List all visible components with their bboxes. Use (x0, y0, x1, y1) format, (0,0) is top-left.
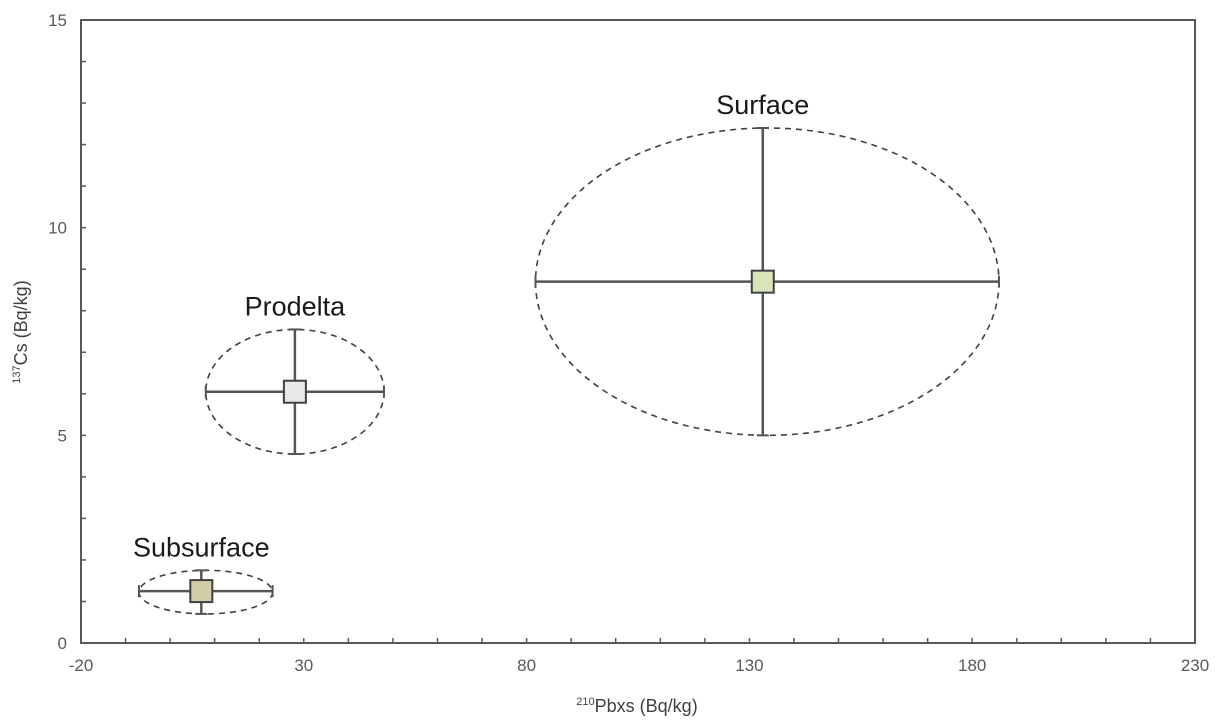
x-axis-label-superscript: 210 (576, 696, 594, 708)
y-tick-label: 10 (48, 219, 67, 238)
data-point-label: Subsurface (133, 532, 270, 562)
data-point-marker (189, 579, 214, 604)
x-tick-label: 180 (958, 656, 986, 675)
x-tick-label: -20 (69, 656, 94, 675)
x-axis-label: 210Pbxs (Bq/kg) (576, 696, 697, 716)
x-tick-label: 230 (1181, 656, 1209, 675)
y-axis-label: 137Cs (Bq/kg) (11, 280, 31, 383)
y-tick-label: 0 (58, 634, 67, 653)
plot-area: -20 30 80 130 180 230 0 5 10 15 Surface Prodelta Sub… (48, 11, 1209, 675)
y-tick-label: 15 (48, 11, 67, 30)
y-tick-label: 5 (58, 426, 67, 445)
data-point-label: Prodelta (245, 291, 347, 321)
plot-frame (80, 19, 1196, 644)
x-axis-label-text: Pbxs (Bq/kg) (595, 696, 698, 716)
x-tick-label: 130 (735, 656, 763, 675)
x-tick-label: 30 (294, 656, 313, 675)
data-point-marker (282, 379, 307, 404)
data-point-marker (750, 269, 775, 294)
y-axis-label-superscript: 137 (11, 365, 23, 383)
x-tick-label: 80 (517, 656, 536, 675)
y-axis-label-text: Cs (Bq/kg) (11, 280, 31, 365)
data-point-label: Surface (716, 90, 809, 120)
